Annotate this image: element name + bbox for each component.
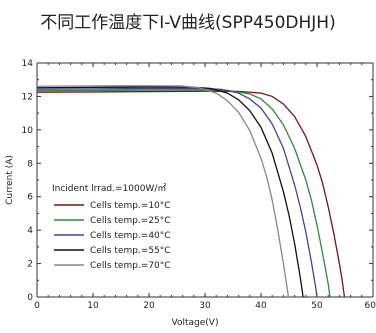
series-lines xyxy=(36,85,346,298)
y-tick-label: 4 xyxy=(27,226,33,236)
legend-label-2: Cells temp.=25°C xyxy=(90,216,171,226)
x-tick-label: 60 xyxy=(365,301,376,311)
x-tick-label: 50 xyxy=(311,301,323,311)
axes xyxy=(36,62,374,298)
legend-label-5: Cells temp.=70°C xyxy=(90,261,171,271)
legend-label-1: Cells temp.=10°C xyxy=(90,201,171,211)
series-line-5 xyxy=(36,85,290,298)
ticks: 0 2 4 6 8 10 12 14 0 10 20 30 40 50 60 xyxy=(22,59,376,311)
legend-label-3: Cells temp.=40°C xyxy=(90,231,171,241)
chart-title: 不同工作温度下I-V曲线(SPP450DHJH) xyxy=(40,13,336,33)
y-tick-label: 12 xyxy=(22,92,33,102)
x-tick-label: 30 xyxy=(199,301,211,311)
y-tick-label: 14 xyxy=(22,59,34,69)
x-tick-label: 0 xyxy=(34,301,40,311)
series-line-1 xyxy=(36,90,346,298)
legend: Incident lrrad.=1000W/㎡ Cells temp.=10°C C… xyxy=(52,183,171,271)
series-line-2 xyxy=(36,89,331,298)
legend-title: Incident lrrad.=1000W/㎡ xyxy=(52,183,166,194)
x-tick-label: 20 xyxy=(143,301,155,311)
y-tick-label: 2 xyxy=(27,260,33,270)
y-tick-label: 8 xyxy=(27,159,33,169)
series-line-3 xyxy=(36,87,318,298)
series-line-4 xyxy=(36,86,304,298)
x-tick-label: 10 xyxy=(87,301,99,311)
y-tick-label: 10 xyxy=(22,126,34,136)
y-axis-label: Current (A) xyxy=(5,155,15,205)
legend-label-4: Cells temp.=55°C xyxy=(90,246,171,256)
y-tick-label: 0 xyxy=(27,293,33,303)
y-tick-label: 6 xyxy=(27,193,33,203)
x-tick-label: 40 xyxy=(255,301,267,311)
x-axis-label: Voltage(V) xyxy=(172,318,219,328)
